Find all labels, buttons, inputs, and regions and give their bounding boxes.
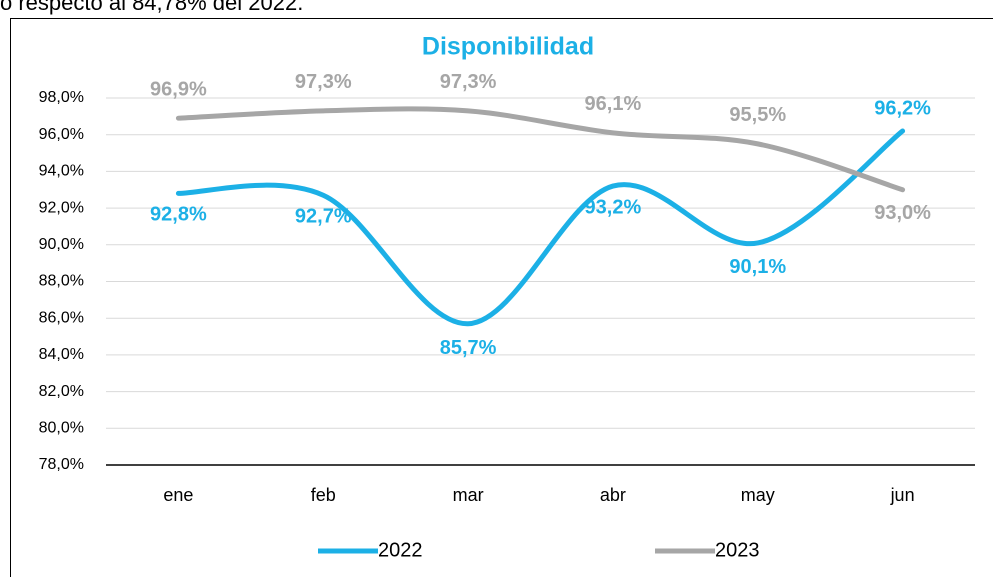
series-line [175, 128, 906, 327]
y-tick-label: 78,0% [39, 456, 84, 473]
series-line [175, 106, 906, 193]
y-tick-label: 94,0% [39, 163, 84, 180]
y-tick-label: 88,0% [39, 273, 84, 290]
data-label: 92,7% [295, 206, 352, 228]
y-tick-label: 90,0% [39, 236, 84, 253]
data-label: 93,0% [874, 202, 931, 224]
y-tick-label: 84,0% [39, 346, 84, 363]
chart-title: Disponibilidad [422, 33, 594, 61]
legend-label: 2023 [715, 539, 760, 561]
data-label: 97,3% [440, 71, 497, 93]
x-tick-label: feb [311, 485, 336, 505]
data-label: 93,2% [585, 196, 642, 218]
y-tick-label: 98,0% [39, 89, 84, 106]
x-tick-label: mar [453, 485, 484, 505]
x-tick-label: abr [600, 485, 626, 505]
data-label: 90,1% [729, 256, 786, 278]
chart-border [10, 18, 993, 577]
x-tick-label: jun [890, 485, 915, 505]
y-tick-label: 80,0% [39, 420, 84, 437]
x-tick-label: may [741, 485, 775, 505]
legend-label: 2022 [378, 539, 423, 561]
y-tick-label: 86,0% [39, 309, 84, 326]
y-tick-label: 96,0% [39, 126, 84, 143]
data-label: 96,2% [874, 97, 931, 119]
data-label: 96,1% [585, 93, 642, 115]
x-tick-label: ene [163, 485, 193, 505]
y-tick-label: 92,0% [39, 199, 84, 216]
y-tick-label: 82,0% [39, 383, 84, 400]
data-label: 97,3% [295, 71, 352, 93]
data-label: 85,7% [440, 337, 497, 359]
data-label: 92,8% [150, 204, 207, 226]
caption: o respecto al 84,78% del 2022. [0, 0, 303, 15]
data-label: 95,5% [729, 104, 786, 126]
data-label: 96,9% [150, 78, 207, 100]
